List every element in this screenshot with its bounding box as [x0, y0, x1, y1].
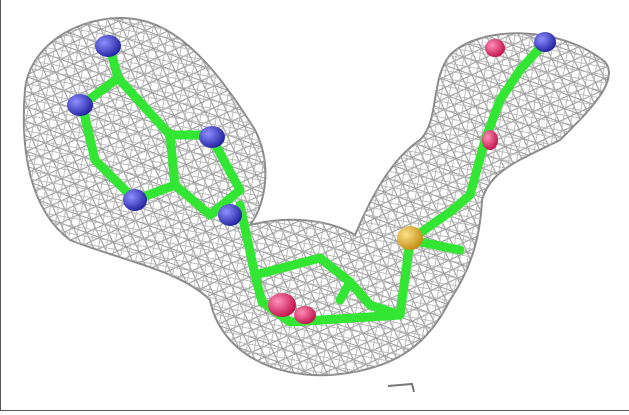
- density-mesh: [22, 17, 610, 377]
- ring-bond: [113, 73, 175, 140]
- oxygen-atom: [268, 293, 296, 317]
- sulfur-atom: [397, 226, 423, 250]
- nitrogen-atom: [218, 204, 242, 226]
- oxygen-atom: [482, 130, 498, 150]
- atoms: [67, 32, 556, 324]
- nitrogen-atom: [534, 32, 556, 52]
- oxygen-atom: [294, 306, 316, 324]
- nitrogen-atom: [95, 35, 121, 57]
- small-mark: [387, 382, 415, 393]
- nitrogen-atom: [67, 94, 93, 116]
- adenine-bonds: [77, 43, 245, 220]
- nitrogen-atom: [123, 189, 147, 211]
- hydroxyl-bond: [335, 277, 355, 305]
- nitrogen-atom: [199, 126, 225, 148]
- mesh-inner: [23, 18, 609, 376]
- oxygen-atom: [485, 39, 505, 57]
